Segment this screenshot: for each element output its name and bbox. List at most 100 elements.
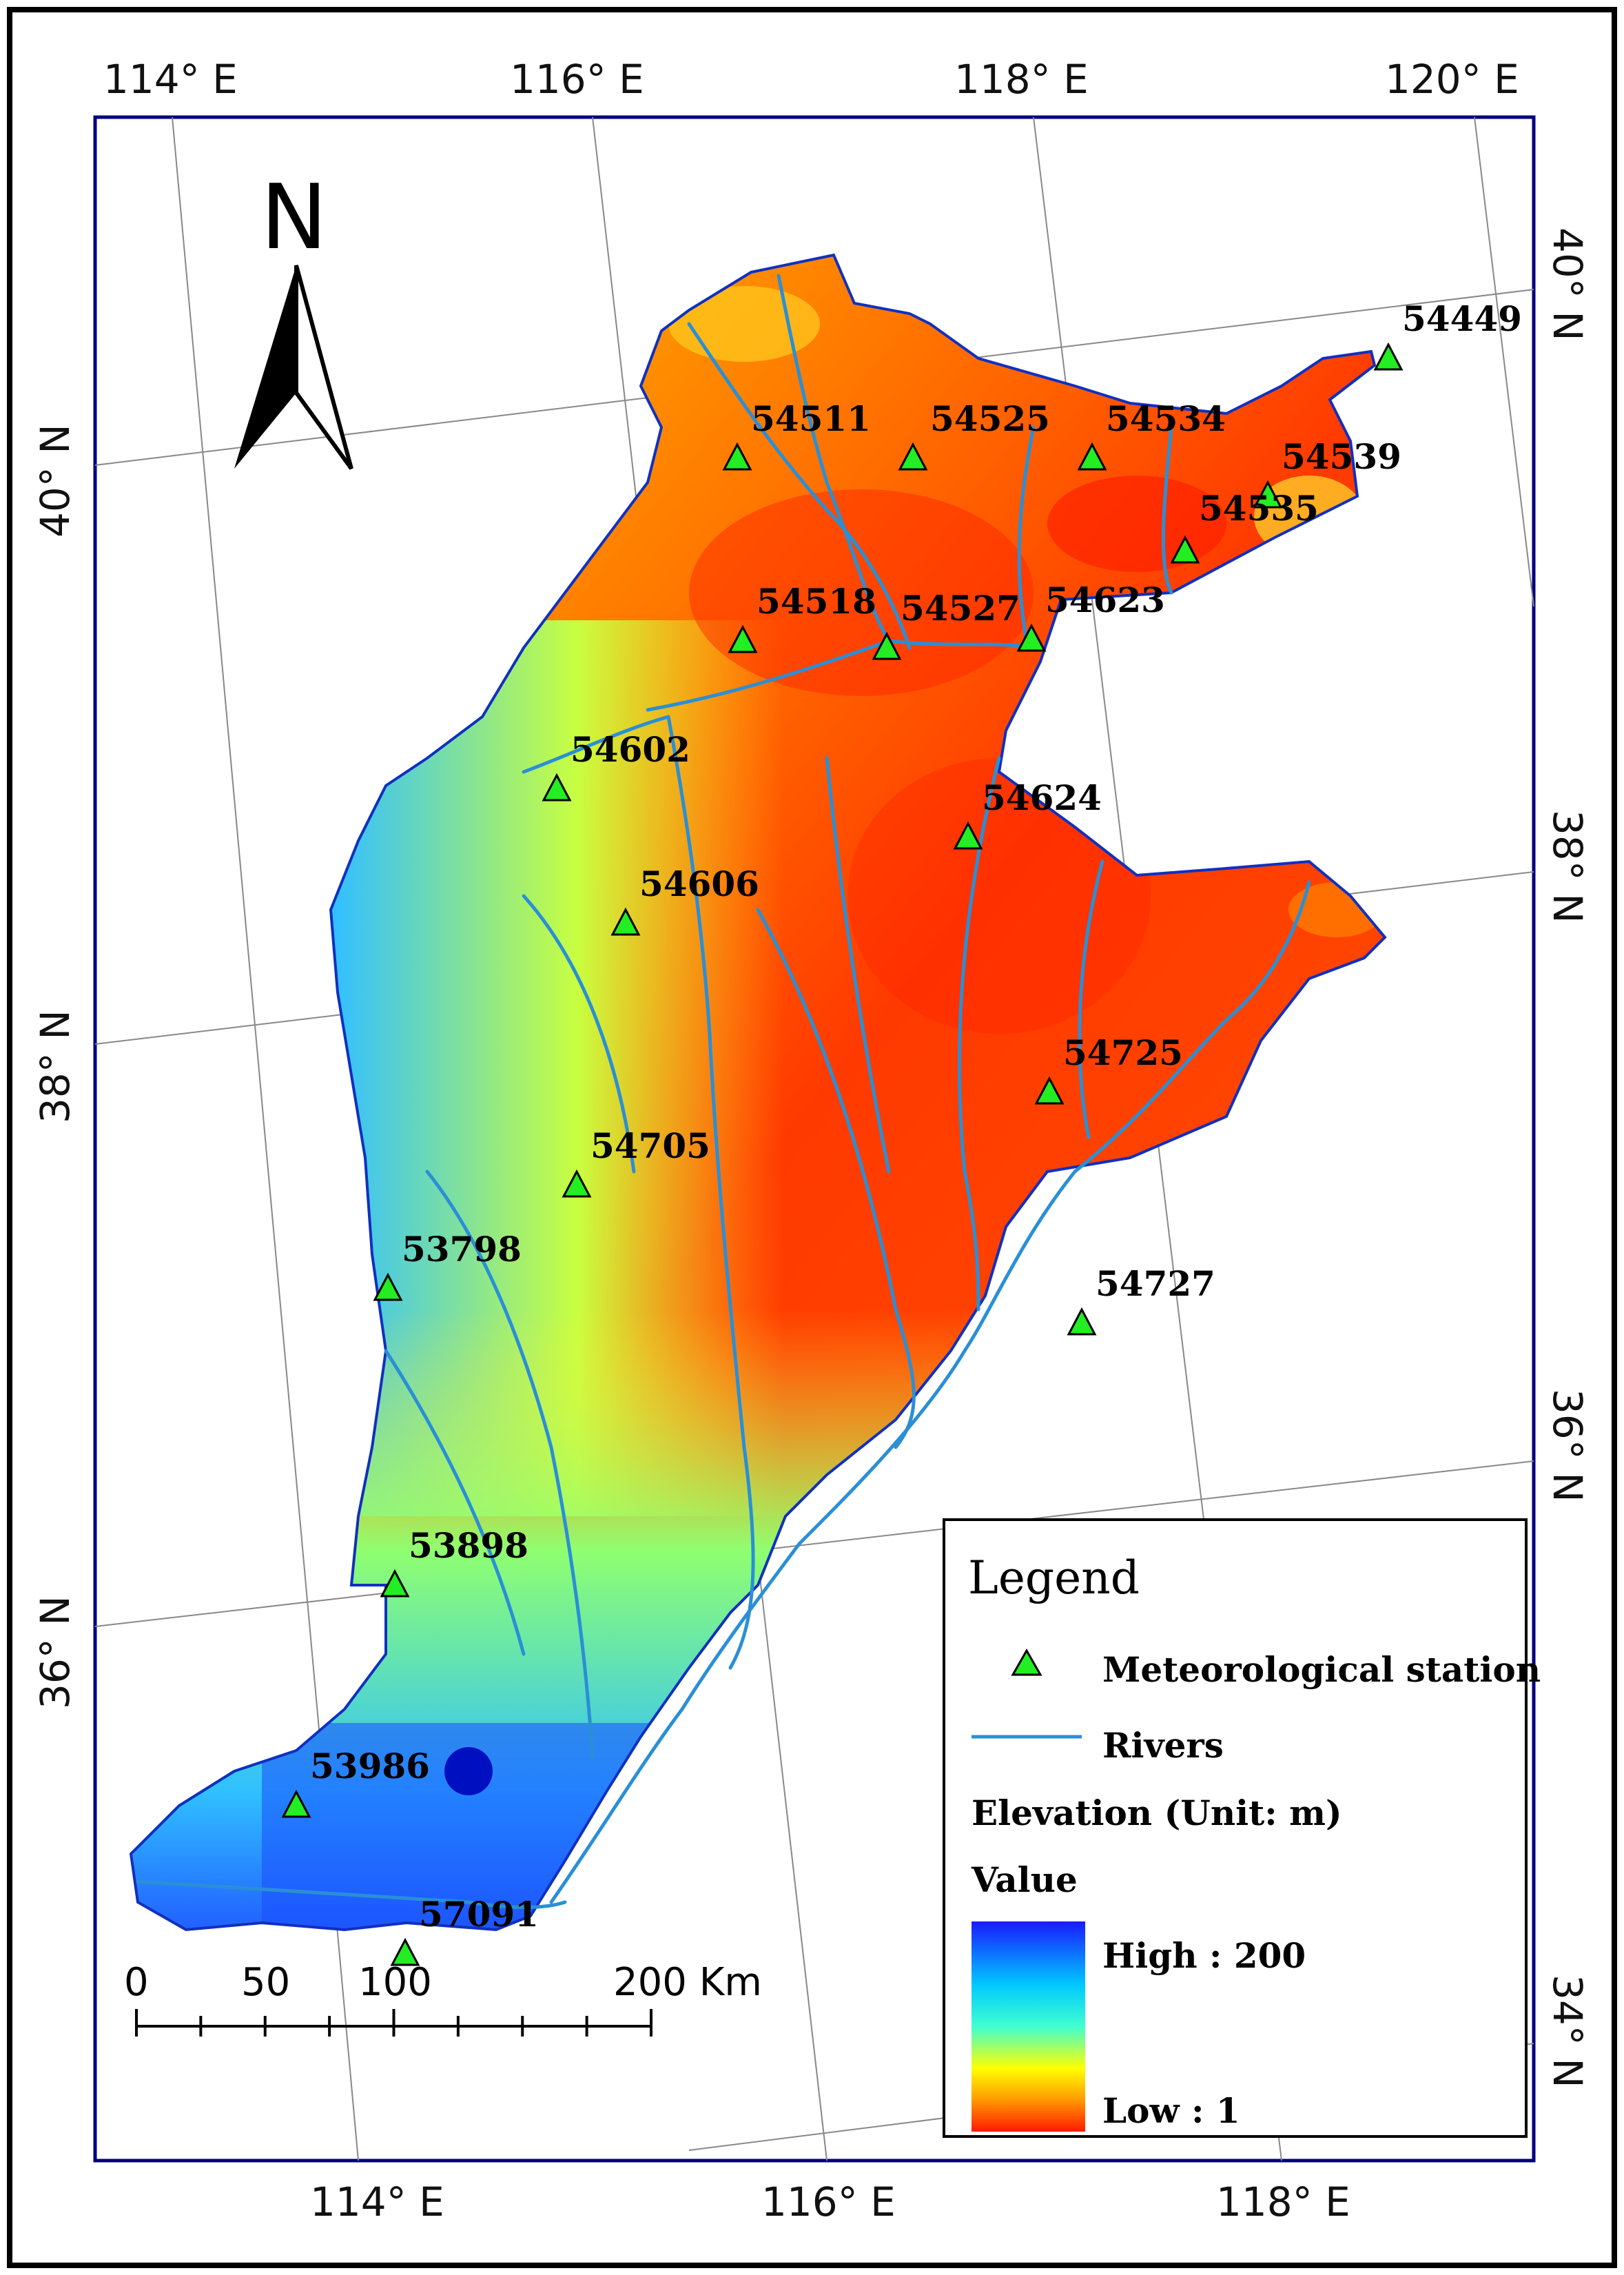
legend-station-symbol [1011,1648,1042,1676]
station-label: 57091 [419,1894,539,1935]
right-label-36: 36° N [1544,1389,1591,1502]
river [756,908,916,1449]
river [687,322,912,650]
meridian-120 [1474,116,1534,607]
top-label-116: 116° E [510,56,644,103]
left-label-40: 40° N [32,424,79,538]
top-label-114: 114° E [103,56,238,103]
legend-title: Legend [968,1551,1140,1604]
station-label: 54602 [571,729,690,770]
station-54727: 54727 [1067,1263,1215,1336]
river [549,880,1311,1904]
bottom-label-118: 118° E [1216,2179,1350,2225]
river [522,894,636,1174]
river [666,715,755,1670]
station-54525: 54525 [898,398,1050,471]
station-54606: 54606 [610,864,759,936]
station-marker [872,631,902,660]
bottom-label-114: 114° E [310,2179,444,2225]
station-marker [1077,442,1107,471]
station-54511: 54511 [722,398,871,471]
station-marker [722,442,752,471]
legend-high-label: High : 200 [1102,1935,1306,1976]
rivers [136,274,1311,1909]
station-label: 53986 [310,1746,430,1786]
station-54449: 54449 [1373,298,1522,371]
station-marker [1034,1076,1065,1105]
station-54535: 54535 [1170,488,1319,564]
station-marker [953,821,983,850]
scale-label-100: 100 [358,1960,432,2005]
station-label: 54624 [982,777,1102,818]
station-54725: 54725 [1034,1032,1183,1105]
station-label: 54527 [901,588,1020,629]
scale-label-50: 50 [241,1960,290,2005]
legend-value-label: Value [971,1859,1078,1900]
station-label: 53898 [409,1525,528,1566]
left-label-36: 36° N [32,1595,79,1709]
legend-station-label: Meteorological station [1102,1649,1541,1690]
river [136,1879,567,1909]
graticule-labels: 114° E 116° E 118° E 120° E 114° E 116° … [32,56,1591,2225]
scale-bar: 0 50 100 200 Km [124,1960,762,2037]
station-53898: 53898 [380,1525,528,1598]
station-54623: 54623 [1016,580,1165,652]
river [384,1349,526,1656]
legend-rivers-label: Rivers [1102,1725,1224,1766]
station-label: 54727 [1096,1263,1215,1304]
left-label-38: 38° N [32,1010,79,1123]
north-label: N [260,165,327,269]
stations-layer: 54449 54511 54525 54534 54539 54535 54518 54527… [281,298,1522,1966]
station-marker [281,1789,311,1818]
station-54518: 54518 [728,581,876,653]
right-label-34: 34° N [1544,1975,1591,2088]
station-marker [373,1272,403,1301]
river [425,1170,595,1759]
scale-label-0: 0 [124,1960,149,2005]
legend-elevation-label: Elevation (Unit: m) [972,1793,1342,1833]
river [825,756,891,1174]
station-marker [562,1169,592,1198]
scale-bar-ticks [135,2009,652,2037]
parallel-36 [94,1460,1534,1627]
river [777,274,891,643]
station-label: 54511 [751,398,871,439]
top-label-118: 118° E [954,56,1089,103]
right-label-40: 40° N [1544,227,1591,341]
bottom-label-116: 116° E [761,2179,896,2225]
station-marker [898,442,928,471]
station-54624: 54624 [953,777,1102,850]
station-label: 54623 [1045,580,1165,620]
river [1017,425,1036,643]
right-label-38: 38° N [1544,810,1591,924]
station-marker [542,773,572,802]
station-marker [1373,342,1404,371]
station-54705: 54705 [562,1125,710,1198]
river [646,639,891,712]
north-arrow-left-half [234,265,296,469]
station-54602: 54602 [542,729,690,802]
station-label: 54539 [1282,436,1401,477]
top-label-120: 120° E [1385,56,1519,103]
station-marker [610,907,641,936]
station-marker [1067,1307,1097,1336]
station-label: 54535 [1199,488,1319,529]
station-label: 54725 [1063,1032,1183,1073]
station-marker [1016,623,1047,652]
station-label: 54534 [1106,398,1226,439]
station-label: 54705 [590,1125,710,1166]
station-54539: 54539 [1253,436,1401,509]
station-marker [390,1937,420,1966]
station-54534: 54534 [1077,398,1226,471]
river [1161,425,1173,595]
station-57091: 57091 [390,1894,539,1966]
station-marker [1170,535,1200,564]
station-label: 53798 [402,1229,522,1269]
river [1078,859,1104,1139]
north-arrow-right-half [294,265,353,470]
region-outline [129,253,1387,1932]
station-marker [380,1569,410,1598]
station-54527: 54527 [872,588,1020,660]
station-marker [1253,480,1283,509]
river [522,715,670,774]
